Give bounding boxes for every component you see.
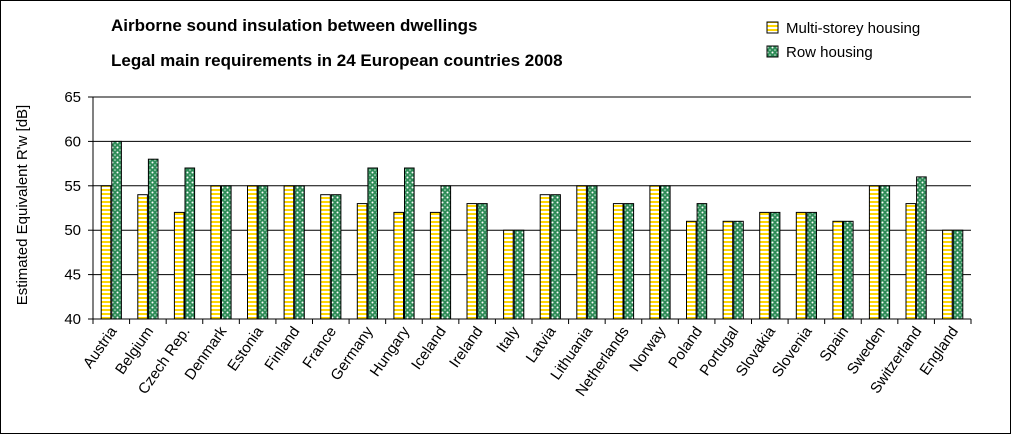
- bar-row-slovakia: [769, 211, 781, 320]
- bar-multi-storey-poland: [686, 220, 697, 320]
- x-tick-label: Latvia: [523, 323, 560, 366]
- y-tick-label: 50: [64, 222, 81, 239]
- bar-row-spain: [843, 220, 854, 320]
- bar-multi-storey-iceland: [429, 211, 441, 320]
- bar-multi-storey-slovenia: [795, 211, 807, 320]
- gridlines: [88, 96, 971, 320]
- bar-row-austria: [111, 140, 122, 320]
- chart-title: Airborne sound insulation between dwelli…: [111, 16, 477, 35]
- bar-row-denmark: [221, 185, 232, 320]
- bar-multi-storey-czech-rep: [173, 211, 185, 320]
- bar-row-england: [952, 229, 964, 320]
- bar-multi-storey-lithuania: [576, 185, 587, 320]
- bar-multi-storey-sweden: [868, 185, 880, 320]
- bar-row-czech-rep: [184, 167, 196, 320]
- bar-multi-storey-austria: [100, 185, 112, 320]
- bar-row-estonia: [257, 185, 269, 320]
- x-tick-label: Spain: [816, 324, 852, 365]
- y-tick-label: 45: [64, 267, 81, 284]
- x-tick-label: Italy: [493, 323, 523, 356]
- y-axis-title: Estimated Equivalent R'w [dB]: [14, 105, 31, 305]
- bar-multi-storey-norway: [649, 185, 661, 320]
- legend-label-multi-storey: Multi-storey housing: [786, 20, 920, 37]
- legend-swatch-multi-storey: [766, 21, 779, 34]
- bar-multi-storey-spain: [832, 220, 844, 320]
- bar-multi-storey-finland: [283, 185, 295, 320]
- y-tick-label: 65: [64, 89, 81, 106]
- bar-multi-storey-france: [320, 194, 331, 320]
- bar-row-italy: [513, 229, 525, 320]
- bar-row-netherlands: [623, 203, 635, 320]
- bar-row-latvia: [550, 194, 561, 320]
- bar-row-norway: [660, 185, 671, 320]
- x-tick-label: Ireland: [446, 324, 486, 371]
- bar-row-poland: [696, 203, 708, 320]
- bar-row-germany: [367, 167, 378, 320]
- bar-multi-storey-switzerland: [905, 203, 917, 320]
- bar-multi-storey-estonia: [247, 185, 258, 320]
- bar-row-lithuania: [586, 185, 598, 320]
- bar-row-finland: [294, 185, 305, 320]
- y-tick-label: 55: [64, 178, 81, 195]
- bar-multi-storey-belgium: [137, 194, 148, 320]
- bar-multi-storey-latvia: [539, 194, 551, 320]
- legend: Multi-storey housing Row housing: [766, 20, 920, 61]
- chart-subtitle: Legal main requirements in 24 European c…: [111, 51, 563, 70]
- bar-multi-storey-italy: [503, 229, 514, 320]
- legend-label-row: Row housing: [786, 44, 873, 61]
- y-tick-label: 60: [64, 133, 81, 150]
- bar-row-slovenia: [806, 211, 818, 320]
- x-tick-label: Finland: [261, 324, 303, 374]
- bar-multi-storey-ireland: [466, 203, 478, 320]
- bar-row-belgium: [147, 158, 159, 320]
- x-tick-label: Iceland: [408, 324, 450, 373]
- bar-multi-storey-netherlands: [612, 203, 624, 320]
- bar-row-portugal: [733, 220, 744, 320]
- x-tick-label: England: [916, 324, 962, 379]
- bar-multi-storey-germany: [356, 203, 368, 320]
- bar-row-sweden: [879, 185, 891, 320]
- bar-multi-storey-england: [942, 229, 953, 320]
- bar-multi-storey-hungary: [393, 211, 404, 320]
- bar-multi-storey-slovakia: [759, 211, 770, 320]
- x-tick-label: Estonia: [224, 323, 267, 374]
- bar-row-ireland: [477, 203, 488, 320]
- bar-row-france: [330, 194, 342, 320]
- bar-row-iceland: [440, 185, 452, 320]
- bars: [100, 140, 964, 320]
- bar-row-switzerland: [916, 176, 927, 320]
- legend-swatch-row: [766, 45, 779, 58]
- x-tick-label: Norway: [626, 323, 669, 375]
- bar-multi-storey-denmark: [210, 185, 221, 320]
- bar-row-hungary: [404, 167, 415, 320]
- bar-multi-storey-portugal: [722, 220, 734, 320]
- y-tick-label: 40: [64, 311, 81, 328]
- y-tick-labels: 40 45 50 55 60 65: [64, 89, 81, 328]
